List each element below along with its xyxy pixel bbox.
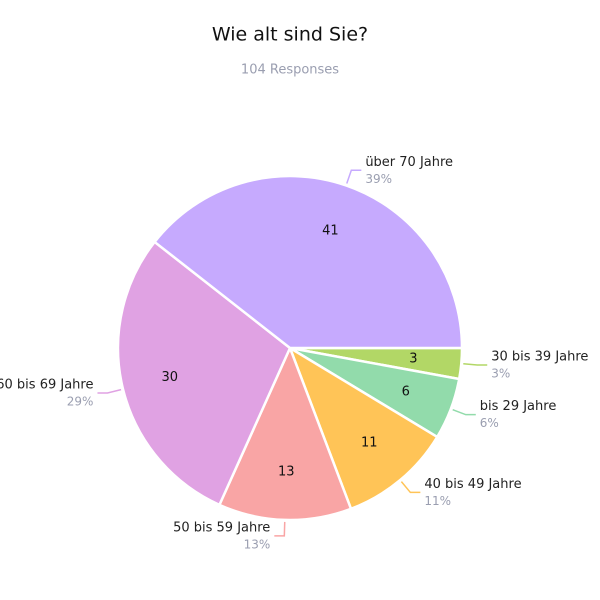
slice-percentage: 29%: [67, 394, 94, 408]
chart-subtitle: 104 Responses: [241, 63, 339, 78]
chart-title: Wie alt sind Sie?: [212, 24, 368, 46]
slice-percentage: 6%: [480, 416, 499, 430]
leader-line: [97, 388, 122, 394]
slice-percentage: 13%: [244, 537, 271, 551]
slice-label: 30 bis 39 Jahre: [491, 350, 588, 365]
slice-label: 40 bis 49 Jahre: [424, 477, 521, 492]
pie-slice: [217, 344, 353, 522]
slice-value: 13: [278, 464, 295, 479]
pie-slice: [116, 240, 292, 507]
slice-value: 41: [322, 223, 339, 238]
slice-percentage: 11%: [424, 494, 451, 508]
slice-value: 11: [361, 436, 378, 451]
slice-percentage: 39%: [365, 172, 392, 186]
slice-value: 6: [402, 384, 410, 399]
pie-slice: [287, 345, 439, 511]
slice-percentage: 3%: [491, 367, 510, 381]
leader-line: [274, 521, 286, 537]
leader-line: [463, 362, 488, 366]
pie-slice: [152, 174, 464, 350]
leader-line: [452, 409, 476, 416]
slice-label: 50 bis 59 Jahre: [173, 520, 270, 535]
slice-value: 30: [161, 370, 178, 385]
leader-line: [400, 481, 421, 494]
slice-value: 3: [409, 352, 417, 367]
slice-label: über 70 Jahre: [365, 155, 453, 170]
slice-label: 60 bis 69 Jahre: [0, 377, 93, 392]
leader-line: [346, 169, 362, 184]
slice-label: bis 29 Jahre: [480, 399, 557, 414]
